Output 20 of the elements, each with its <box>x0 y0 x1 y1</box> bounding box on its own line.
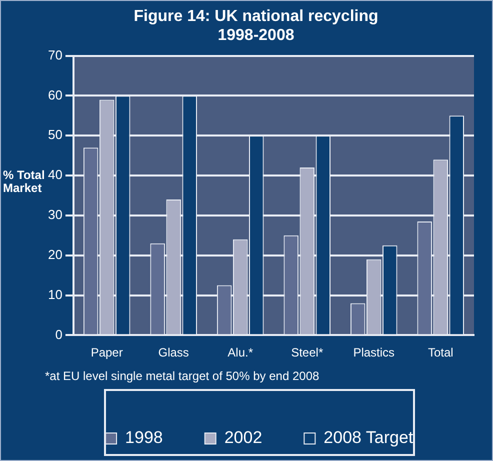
y-tick-label: 20 <box>48 246 62 262</box>
chart-title: Figure 14: UK national recycling 1998-2008 <box>132 7 380 45</box>
legend-label: 2008 Target <box>324 428 414 448</box>
y-tick-label: 30 <box>48 207 62 222</box>
y-tick-label: 10 <box>48 286 62 302</box>
y-tick-label: 60 <box>48 87 62 102</box>
x-tick-label: Alu.* <box>228 346 254 360</box>
x-tick-label: Total <box>428 346 454 360</box>
x-tick-label: Steel* <box>291 346 324 360</box>
y-tick-label: 50 <box>48 127 62 142</box>
legend-label: 2002 <box>224 428 262 448</box>
y-axis-title: % Total Market <box>3 168 45 195</box>
y-tick-label: 70 <box>48 47 62 62</box>
x-tick-label: Glass <box>158 346 189 360</box>
x-tick-label: Plastics <box>353 346 395 360</box>
y-tick-label: 40 <box>48 167 62 182</box>
legend-label: 1998 <box>125 428 163 448</box>
text: *at EU level single metal target of 50% by end 2008 <box>45 369 320 384</box>
x-tick-label: Paper <box>90 346 123 360</box>
y-tick-label: 0 <box>55 326 62 342</box>
